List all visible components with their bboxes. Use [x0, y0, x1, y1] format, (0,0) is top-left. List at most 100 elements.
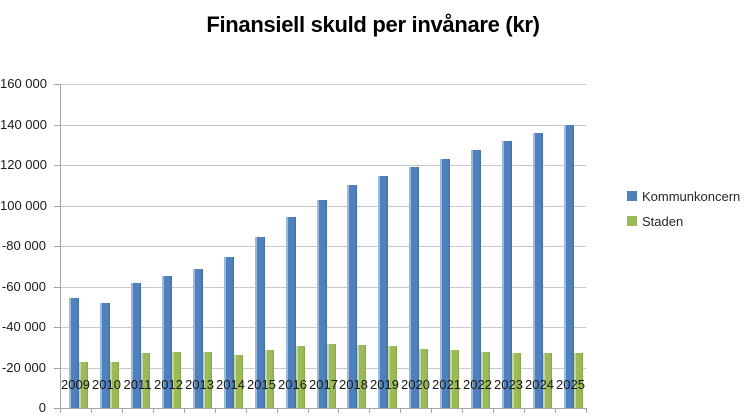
bar-staden-2015 [265, 350, 274, 408]
y-axis-tick-label: -80 000 [1, 238, 46, 253]
chart-title: Finansiell skuld per invånare (kr) [206, 12, 540, 37]
legend-swatch-staden-icon [627, 216, 637, 226]
x-axis-category-label: 2022 [463, 377, 492, 392]
y-axis-tick-label: 100 000 [0, 198, 47, 213]
bar-kommunkoncern-2012 [162, 276, 172, 408]
y-axis-tick-label: 140 000 [0, 117, 47, 132]
x-axis-line [54, 408, 587, 409]
bar-staden-2024 [543, 353, 552, 408]
legend: Kommunkoncern Staden [627, 189, 740, 239]
x-axis-category-label: 2017 [309, 377, 338, 392]
y-axis-tick [54, 327, 60, 328]
bar-staden-2013 [203, 352, 212, 408]
y-axis-tick-label: -60 000 [1, 279, 46, 294]
x-axis-tick [586, 409, 587, 413]
x-axis-category-label: 2019 [370, 377, 399, 392]
x-axis-category-label: 2023 [494, 377, 523, 392]
bar-kommunkoncern-2011 [131, 283, 141, 408]
x-axis-tick [91, 409, 92, 413]
bar-staden-2012 [172, 352, 181, 408]
x-axis-tick [215, 409, 216, 413]
y-axis-tick [54, 246, 60, 247]
x-axis-category-label: 2010 [92, 377, 121, 392]
bar-staden-2018 [357, 345, 366, 408]
x-axis-tick [277, 409, 278, 413]
x-axis-category-label: 2021 [432, 377, 461, 392]
x-axis-tick [524, 409, 525, 413]
x-axis-tick [184, 409, 185, 413]
bar-staden-2009 [79, 362, 88, 408]
gridline [60, 165, 586, 166]
x-axis-category-label: 2016 [278, 377, 307, 392]
legend-label: Staden [642, 213, 684, 229]
y-axis-tick-label: 120 000 [0, 157, 47, 172]
x-axis-tick [122, 409, 123, 413]
bar-staden-2014 [234, 355, 243, 408]
legend-label: Kommunkoncern [642, 188, 741, 204]
y-axis-tick-label: 160 000 [0, 76, 47, 91]
bar-kommunkoncern-2020 [409, 167, 419, 408]
bar-staden-2021 [450, 350, 459, 408]
y-axis-tick [54, 125, 60, 126]
bar-kommunkoncern-2016 [286, 217, 296, 408]
bar-kommunkoncern-2018 [347, 185, 357, 408]
x-axis-tick [493, 409, 494, 413]
gridline [60, 125, 586, 126]
bar-kommunkoncern-2022 [471, 150, 481, 408]
bar-kommunkoncern-2017 [317, 200, 327, 408]
x-axis-tick [153, 409, 154, 413]
x-axis-tick [555, 409, 556, 413]
bar-staden-2019 [388, 346, 397, 408]
legend-item-staden: Staden [627, 213, 740, 229]
y-axis-tick [54, 165, 60, 166]
bar-kommunkoncern-2021 [440, 159, 450, 408]
y-axis-tick [54, 84, 60, 85]
bar-kommunkoncern-2024 [533, 133, 543, 408]
bar-staden-2017 [327, 344, 336, 408]
bar-kommunkoncern-2010 [100, 303, 110, 408]
x-axis-category-label: 2024 [525, 377, 554, 392]
bar-kommunkoncern-2013 [193, 269, 203, 408]
bar-kommunkoncern-2023 [502, 141, 512, 408]
x-axis-tick [246, 409, 247, 413]
x-axis-category-label: 2011 [123, 377, 152, 392]
y-axis-tick-label: 0 [38, 400, 46, 415]
bar-staden-2023 [512, 353, 521, 408]
x-axis-category-label: 2018 [339, 377, 368, 392]
x-axis-tick [462, 409, 463, 413]
bar-staden-2011 [141, 353, 150, 408]
x-axis-tick [338, 409, 339, 413]
y-axis-tick-label: -40 000 [1, 319, 46, 334]
x-axis-tick [308, 409, 309, 413]
bar-staden-2016 [296, 346, 305, 408]
x-axis-category-label: 2009 [61, 377, 90, 392]
x-axis-tick [60, 409, 61, 413]
gridline [60, 84, 586, 85]
x-axis-category-label: 2013 [185, 377, 214, 392]
bar-staden-2020 [419, 349, 428, 408]
x-axis-tick [369, 409, 370, 413]
x-axis-tick [400, 409, 401, 413]
bar-kommunkoncern-2015 [255, 237, 265, 408]
x-axis-category-label: 2025 [556, 377, 585, 392]
bar-staden-2010 [110, 362, 119, 408]
legend-swatch-kommunkoncern-icon [627, 191, 637, 201]
x-axis-tick [431, 409, 432, 413]
bar-staden-2022 [481, 352, 490, 408]
bar-staden-2025 [574, 353, 583, 408]
y-axis-tick [54, 206, 60, 207]
legend-item-kommunkoncern: Kommunkoncern [627, 188, 741, 204]
bar-kommunkoncern-2019 [378, 176, 388, 408]
x-axis-category-label: 2020 [401, 377, 430, 392]
bar-kommunkoncern-2009 [69, 298, 79, 408]
y-axis-tick [54, 368, 60, 369]
x-axis-category-label: 2012 [154, 377, 183, 392]
x-axis-category-label: 2015 [247, 377, 276, 392]
bar-kommunkoncern-2014 [224, 257, 234, 408]
y-axis-tick [54, 287, 60, 288]
x-axis-category-label: 2014 [216, 377, 245, 392]
y-axis-tick-label: -20 000 [1, 360, 46, 375]
bar-kommunkoncern-2025 [564, 125, 574, 408]
y-axis-line [60, 84, 61, 412]
